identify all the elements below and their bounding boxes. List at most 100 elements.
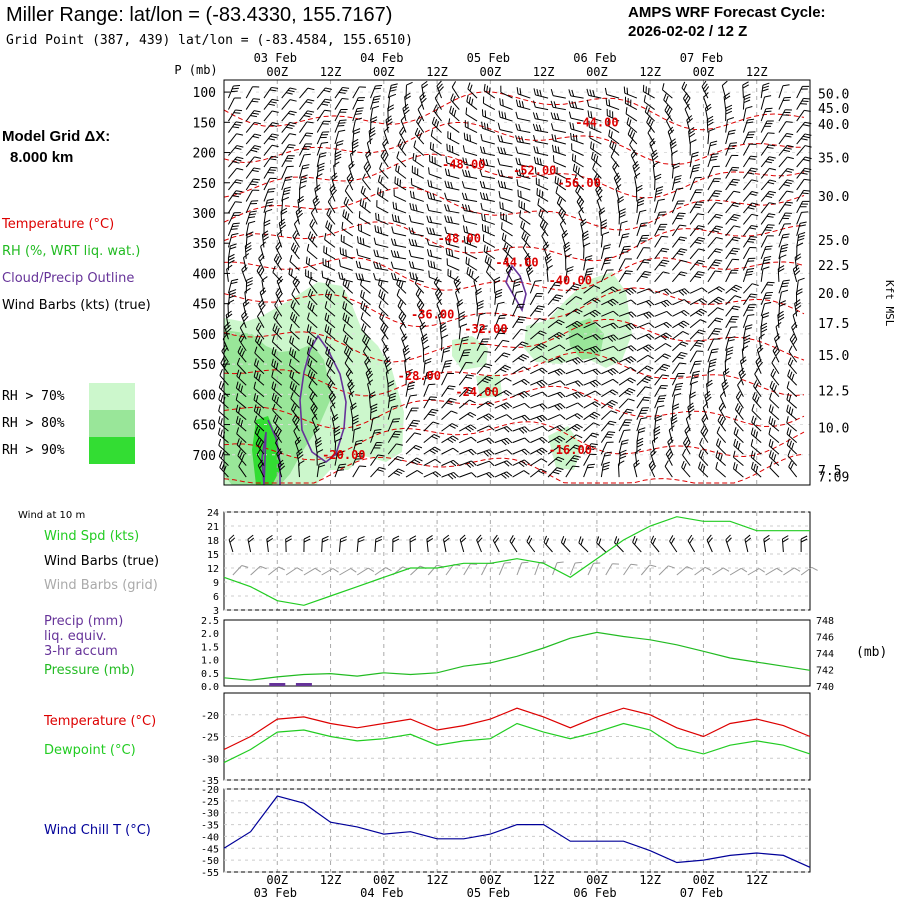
wind-barb-869-staff (423, 384, 430, 397)
sfc-true-barb-34-flag (375, 535, 383, 540)
wind-barb-16-flag (500, 85, 502, 93)
wind-barb-986 (734, 415, 744, 432)
wind-barb-619-staff (672, 299, 685, 306)
wind-barb-258-staff (707, 166, 714, 179)
wind-barb-814-flag (630, 367, 637, 372)
wind-barb-222-flag (652, 155, 659, 161)
wind-barb-561-staff (227, 280, 233, 294)
wind-barb-238-flag (348, 161, 354, 167)
wind-barb-580-flag (572, 285, 580, 289)
wind-barb-511-flag (504, 253, 509, 261)
wind-barb-881-staff (636, 386, 646, 398)
wind-barb-643-flag (518, 303, 525, 306)
wind-barb-568-flag (342, 278, 346, 285)
wind-barb-158 (688, 127, 696, 145)
wind-barb-294-flag (769, 179, 777, 183)
wind-barb-651-flag (666, 311, 673, 317)
wind-barb-419-flag (641, 222, 648, 225)
legend-temperature: Temperature (°C) (2, 217, 115, 232)
wind-barb-527-staff (794, 257, 798, 271)
wind-barb-683-staff (636, 322, 650, 329)
wind-barb-671-flag (418, 310, 424, 317)
wind-barb-917 (689, 391, 696, 409)
sfc-grid-barb-18-staff (303, 567, 316, 576)
wind-barb-491-flag (749, 247, 757, 249)
wind-barb-536-flag (355, 272, 359, 280)
wind-barb-954 (751, 403, 762, 421)
wind-barb-1045-flag (621, 439, 629, 442)
wind-barb-542-flag (468, 268, 472, 276)
wind-barb-240-staff (379, 168, 389, 179)
wind-barb-137-flag (320, 136, 327, 139)
wind-barb-652-staff (672, 309, 685, 317)
wind-barb-90 (644, 105, 655, 122)
wind-barb-718-flag (682, 331, 689, 335)
wind-barb-1114-staff (664, 466, 673, 478)
wind-barb-160-staff (725, 131, 730, 145)
wind-barb-129-flag (767, 120, 774, 122)
wind-barb-551-flag (640, 275, 648, 278)
wind-barb-323 (689, 189, 703, 202)
wind-barb-1005 (494, 437, 513, 446)
wind-barb-119-staff (570, 128, 584, 134)
wind-barb-525-staff (760, 257, 766, 271)
wind-barb-248-staff (517, 174, 531, 179)
wind-barb-561 (227, 278, 239, 294)
wind-barb-140 (368, 127, 376, 145)
wind-barb-148-flag (497, 134, 501, 142)
wind-barb-1053-flag (750, 439, 754, 446)
wind-barb-94-flag (725, 110, 733, 115)
pressure-unit: (mb) (856, 645, 887, 660)
wind-barb-634-staff (342, 307, 354, 317)
sfc-true-barb-6 (247, 534, 255, 553)
wind-barb-940 (512, 414, 530, 422)
temperature-contour-4 (223, 221, 805, 262)
wind-barb-207 (380, 150, 389, 168)
wind-barb-257-staff (689, 165, 694, 179)
wind-barb-474-flag (429, 249, 433, 257)
legend-cloud: Cloud/Precip Outline (2, 271, 135, 286)
wind-barb-5-staff (316, 87, 326, 99)
wind-barb-624-flag (763, 297, 771, 299)
wind-barb-615-flag (607, 301, 614, 307)
sfc-true-barb-102 (669, 535, 678, 553)
wind-barb-2-staff (263, 87, 272, 99)
wind-barb-306-flag (381, 190, 384, 198)
wind-barb-415-flag (559, 218, 565, 225)
wind-barb-449 (581, 230, 589, 248)
pressure-axis-title: P (mb) (174, 63, 217, 77)
wind-barb-562-flag (246, 277, 253, 281)
wind-barb-317-staff (575, 190, 584, 202)
wind-barb-228-flag (767, 158, 774, 161)
wind-barb-497-flag (259, 255, 265, 262)
sfc-grid-barb-14-flag (296, 567, 304, 572)
wind-barb-250-flag (556, 167, 558, 174)
wind-barb-78 (433, 104, 442, 122)
wind-barb-369-staff (326, 214, 336, 225)
wind-barb-603-staff (378, 295, 389, 306)
wind-barb-1102-staff (459, 472, 472, 478)
wind-barb-335-staff (312, 200, 318, 214)
wind-barb-97-flag (782, 114, 790, 116)
wind-barb-293-flag (751, 179, 759, 182)
wind-barb-496 (243, 253, 250, 271)
wind-barb-583-flag (625, 290, 631, 296)
wind-barb-606 (434, 287, 443, 306)
wind-barb-529 (241, 264, 248, 283)
wind-barb-447-staff (541, 235, 549, 248)
wind-barb-401-flag (309, 219, 314, 226)
wind-barb-354 (654, 198, 665, 214)
wind-barb-919-staff (719, 396, 727, 409)
wind-barb-56-flag (624, 96, 627, 104)
wind-barb-221 (630, 149, 638, 168)
wind-barb-1105 (512, 470, 530, 478)
wind-barb-0-staff (227, 85, 234, 99)
wind-barb-921-staff (752, 398, 762, 409)
top-date-label-1: 04 Feb (360, 51, 403, 65)
pressure-tick-5: 350 (193, 237, 216, 252)
wind-barb-177-staff (430, 148, 442, 156)
wind-barb-70 (299, 110, 315, 122)
wind-barb-198 (228, 156, 244, 168)
wind-barb-9-flag (390, 86, 398, 89)
wind-barb-227-staff (742, 155, 751, 168)
